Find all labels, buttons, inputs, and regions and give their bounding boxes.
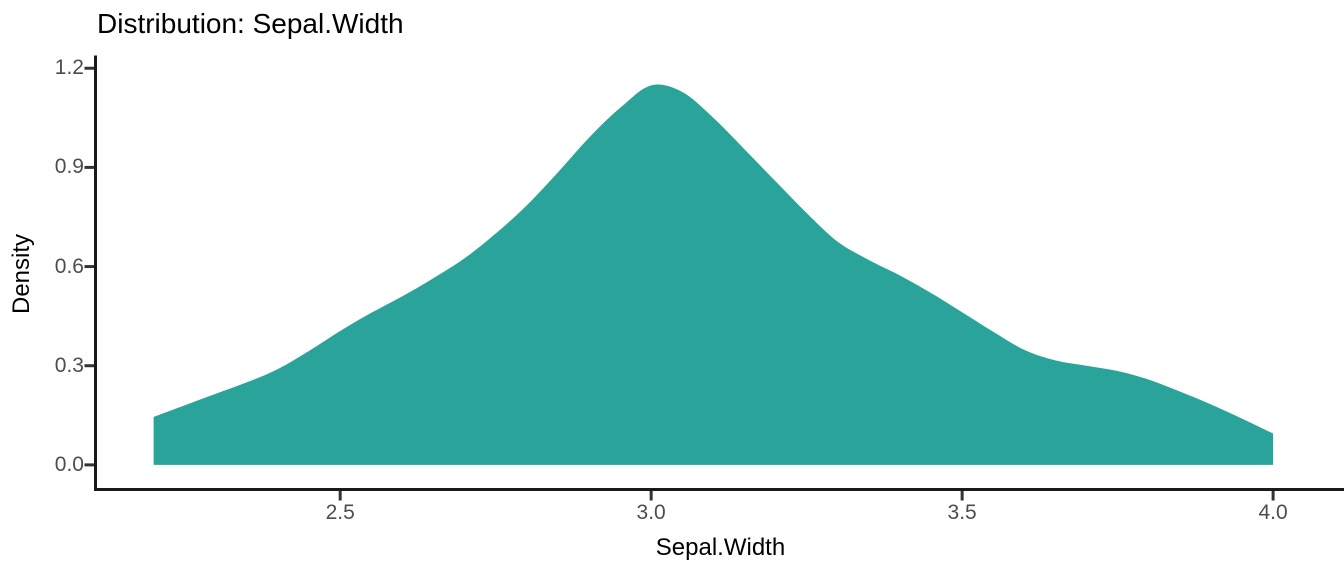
x-tick-label: 4.0	[1258, 501, 1288, 524]
x-tick-label: 3.0	[636, 501, 666, 524]
y-tick-label: 0.3	[54, 353, 84, 377]
tick-marks	[84, 66, 1275, 501]
x-tick-label: 2.5	[325, 501, 355, 524]
x-tick-label: 3.5	[947, 501, 977, 524]
y-tick-label: 0.6	[54, 254, 84, 278]
y-tick-label: 1.2	[54, 56, 84, 80]
x-axis-title: Sepal.Width	[655, 534, 786, 561]
density-area	[153, 84, 1274, 465]
y-tick-label: 0.9	[54, 155, 84, 179]
chart-title: Distribution: Sepal.Width	[97, 8, 404, 39]
y-tick-label: 0.0	[54, 452, 84, 476]
